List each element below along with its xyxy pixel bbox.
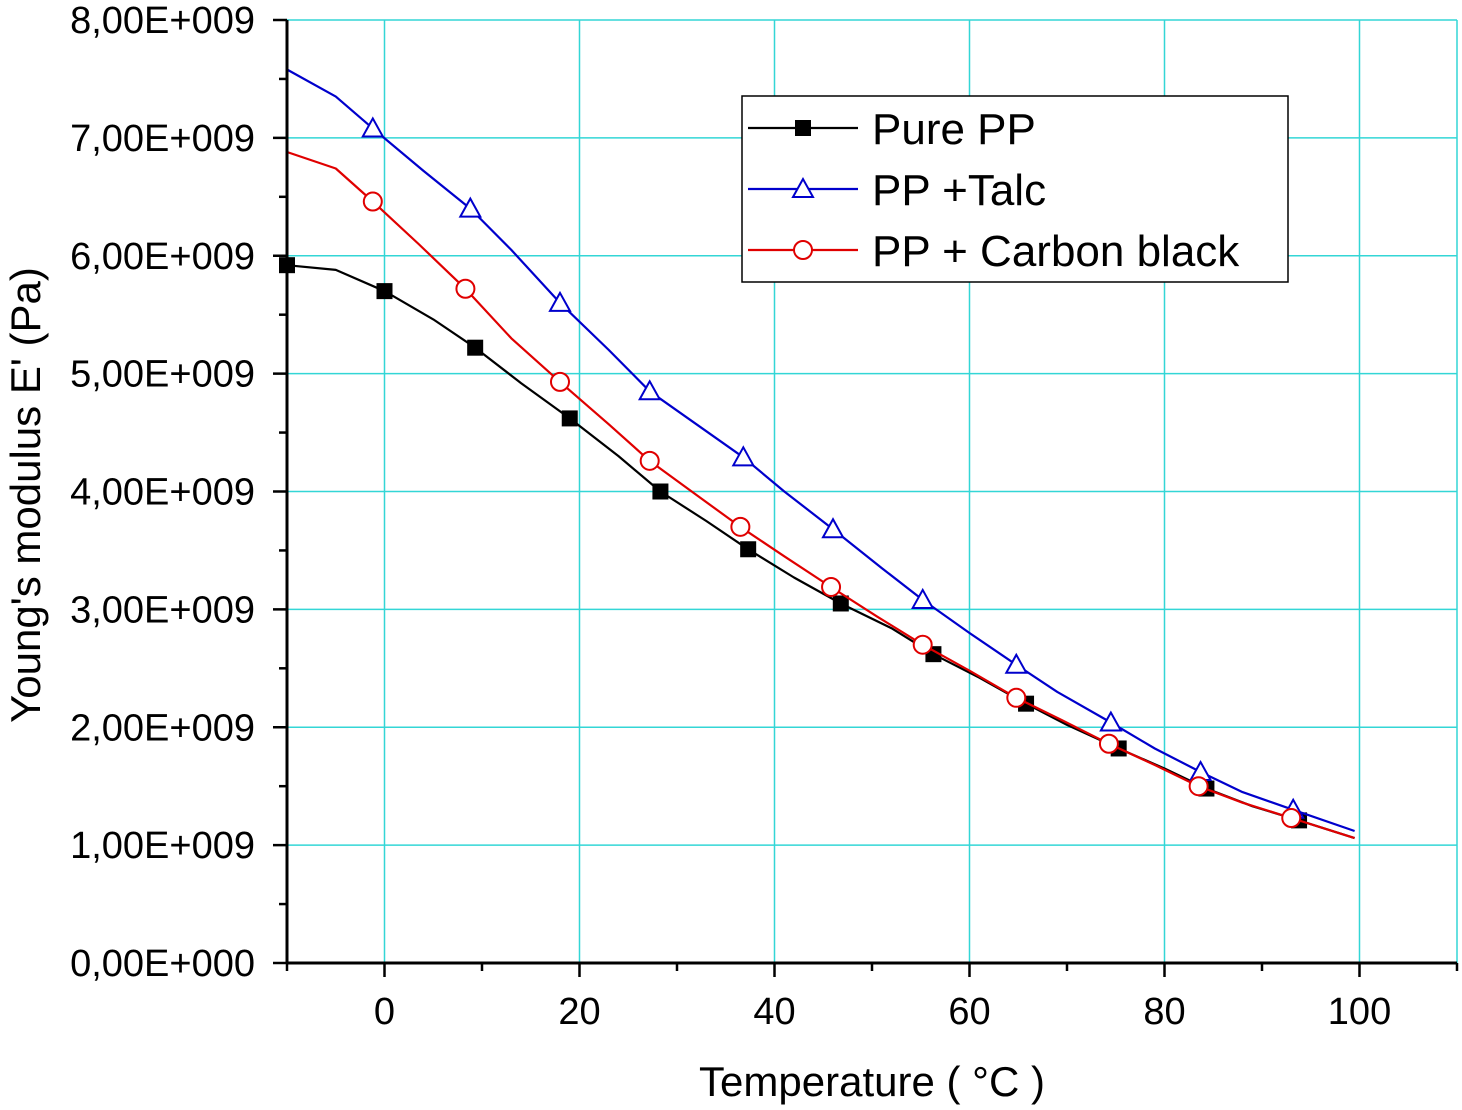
legend-marker xyxy=(793,240,813,260)
series-line-2 xyxy=(286,150,1355,840)
data-point xyxy=(740,541,757,558)
data-point xyxy=(455,278,476,299)
x-tick-label: 20 xyxy=(558,991,600,1033)
data-point xyxy=(821,517,845,539)
data-point xyxy=(1006,687,1027,708)
data-point xyxy=(458,196,482,218)
legend-label: PP +Talc xyxy=(872,166,1046,215)
series-line-1 xyxy=(286,68,1355,833)
y-tick-label: 4,00E+009 xyxy=(70,472,255,514)
data-point xyxy=(731,445,755,467)
data-point xyxy=(911,587,935,609)
data-point xyxy=(639,450,660,471)
x-tick-label: 0 xyxy=(374,991,395,1033)
legend-item-0: Pure PP xyxy=(748,105,1036,154)
legend-marker xyxy=(795,120,811,136)
data-point xyxy=(652,483,669,500)
legend-label: PP + Carbon black xyxy=(872,227,1240,276)
series-2 xyxy=(286,150,1355,840)
ticks xyxy=(273,18,1459,977)
y-tick-label: 0,00E+000 xyxy=(70,943,255,985)
data-point xyxy=(1004,652,1028,674)
data-point xyxy=(362,191,383,212)
data-point xyxy=(361,116,385,138)
data-point xyxy=(912,634,933,655)
data-point xyxy=(467,339,484,356)
x-tick-label: 60 xyxy=(948,991,990,1033)
data-point xyxy=(1099,710,1123,732)
data-point xyxy=(1098,733,1119,754)
data-point xyxy=(548,290,572,312)
y-tick-label: 3,00E+009 xyxy=(70,589,255,631)
data-point xyxy=(1281,808,1302,829)
x-tick-label: 80 xyxy=(1143,991,1185,1033)
data-point xyxy=(821,576,842,597)
legend-item-2: PP + Carbon black xyxy=(748,227,1240,276)
y-tick-label: 2,00E+009 xyxy=(70,707,255,749)
x-tick-label: 100 xyxy=(1328,991,1391,1033)
legend: Pure PP PP +Talc PP + Carbon black xyxy=(741,95,1289,283)
legend-marker xyxy=(791,176,815,198)
tick-labels: 0 20 40 60 80 100 0,00E+000 1,00E+009 2,00E+009 3… xyxy=(70,0,1391,1033)
data-point xyxy=(832,595,849,612)
x-axis-title: Temperature ( °C ) xyxy=(699,1058,1045,1105)
legend-label: Pure PP xyxy=(872,105,1036,154)
x-tick-label: 40 xyxy=(753,991,795,1033)
y-tick-label: 8,00E+009 xyxy=(70,0,255,42)
y-tick-label: 5,00E+009 xyxy=(70,354,255,396)
y-axis-title: Young's modulus E' (Pa) xyxy=(2,267,49,723)
legend-item-1: PP +Talc xyxy=(748,166,1046,215)
y-tick-label: 1,00E+009 xyxy=(70,825,255,867)
data-point xyxy=(1188,776,1209,797)
y-tick-label: 6,00E+009 xyxy=(70,236,255,278)
y-tick-label: 7,00E+009 xyxy=(70,118,255,160)
legend-items: Pure PP PP +Talc PP + Carbon black xyxy=(748,105,1240,276)
data-point xyxy=(376,283,393,300)
data-point xyxy=(638,379,662,401)
data-point xyxy=(561,410,578,427)
data-point xyxy=(730,516,751,537)
series-layer xyxy=(279,68,1355,840)
data-point xyxy=(550,371,570,392)
